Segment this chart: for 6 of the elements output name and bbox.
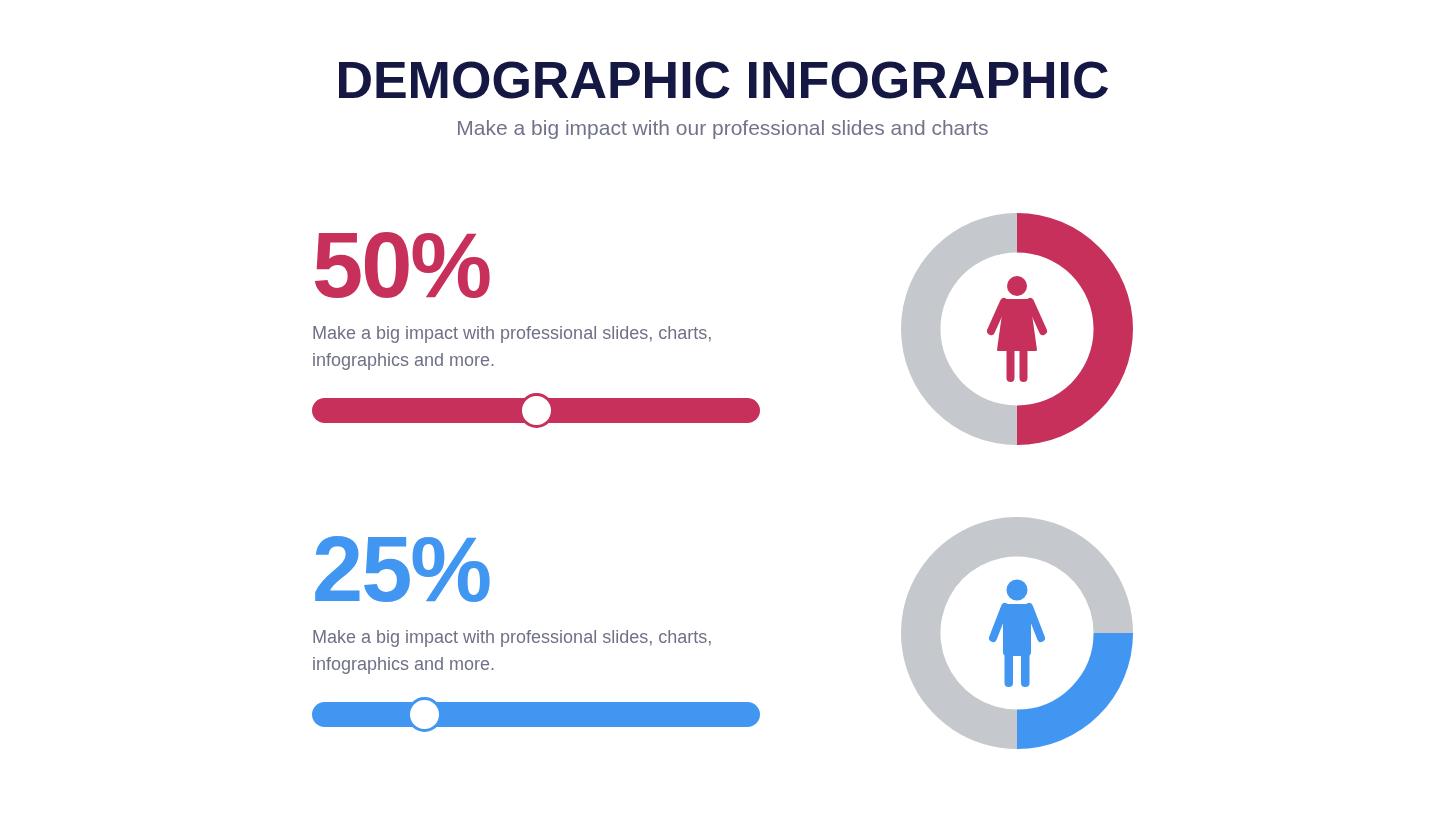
text: Make a big impact with professional slides, charts, infographics and more. <box>312 626 714 676</box>
text: Make a big impact with our professional slides and charts <box>455 116 990 139</box>
text: 50% <box>312 214 491 316</box>
text: Make a big impact with professional slides, charts, infographics and more. <box>312 322 714 372</box>
text: 25% <box>312 518 491 620</box>
chart-title: DEMOGRAPHIC INFOGRAPHIC <box>334 51 1111 109</box>
